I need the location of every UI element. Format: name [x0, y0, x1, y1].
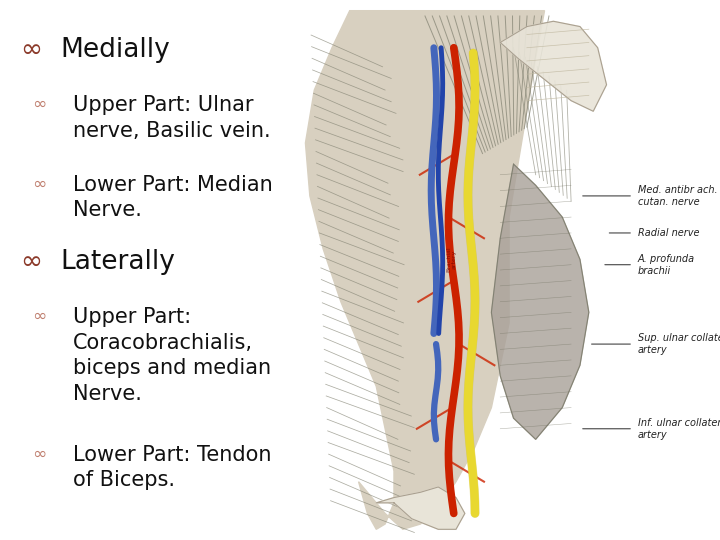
- Text: ∞: ∞: [19, 249, 42, 275]
- Text: Upper Part:
Coracobrachialis,
biceps and median
Nerve.: Upper Part: Coracobrachialis, biceps and…: [73, 307, 271, 404]
- Text: Medially: Medially: [60, 37, 170, 63]
- Polygon shape: [377, 487, 465, 529]
- Text: Radial nerve: Radial nerve: [637, 228, 699, 238]
- Text: ∞: ∞: [32, 307, 47, 325]
- Text: Laterally: Laterally: [60, 249, 175, 275]
- Text: Sup. ulnar collateral
artery: Sup. ulnar collateral artery: [637, 333, 720, 355]
- Text: A. profunda
brachii: A. profunda brachii: [637, 253, 695, 276]
- Text: Lower Part: Tendon
of Biceps.: Lower Part: Tendon of Biceps.: [73, 444, 271, 490]
- Text: Lower Part: Median
Nerve.: Lower Part: Median Nerve.: [73, 175, 273, 220]
- Polygon shape: [491, 164, 589, 440]
- Text: ∞: ∞: [32, 444, 47, 463]
- Text: Brachial
artery: Brachial artery: [446, 247, 457, 272]
- Text: ∞: ∞: [32, 175, 47, 193]
- Polygon shape: [305, 11, 544, 529]
- Text: ∞: ∞: [32, 96, 47, 113]
- Text: Inf. ulnar collateral
artery: Inf. ulnar collateral artery: [637, 417, 720, 440]
- Text: Upper Part: Ulnar
nerve, Basilic vein.: Upper Part: Ulnar nerve, Basilic vein.: [73, 96, 271, 141]
- Text: Med. antibr ach.
cutan. nerve: Med. antibr ach. cutan. nerve: [637, 185, 717, 207]
- Polygon shape: [500, 21, 606, 111]
- Text: ∞: ∞: [19, 37, 42, 63]
